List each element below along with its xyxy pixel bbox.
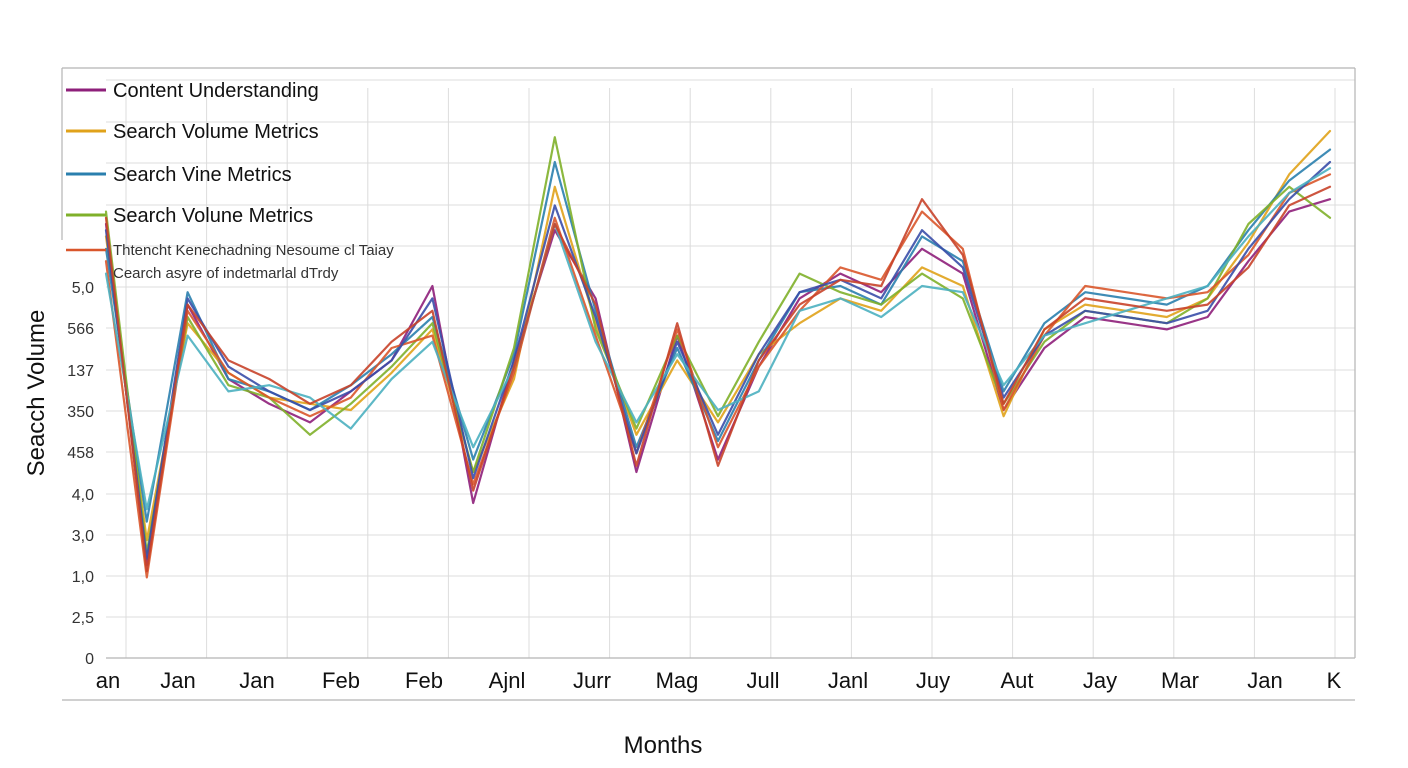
- x-tick-label: Janl: [828, 668, 868, 693]
- series-line-6: [104, 167, 1332, 511]
- x-tick-label: K: [1327, 668, 1342, 693]
- y-tick-label: 2,5: [72, 610, 94, 627]
- series-line-7: [104, 185, 1332, 573]
- x-tick-label: Mag: [656, 668, 699, 693]
- series-lines: [104, 129, 1332, 579]
- legend-label: Search Vine Metrics: [113, 164, 292, 186]
- grid: [106, 79, 1355, 658]
- x-tick-label: Jan: [1247, 668, 1282, 693]
- legend-label: Search Volume Metrics: [113, 121, 319, 143]
- series-line-0: [104, 198, 1332, 567]
- legend: Content Understanding Search Volume Metri…: [66, 80, 394, 282]
- y-tick-label: 458: [67, 445, 94, 462]
- x-tick-label: Juy: [916, 668, 950, 693]
- x-tick-label: Ajnl: [489, 668, 526, 693]
- legend-label: Search Volune Metrics: [113, 205, 313, 227]
- x-tick-label: Jull: [746, 668, 779, 693]
- series-line-1: [104, 129, 1332, 542]
- x-tick-label: an: [96, 668, 120, 693]
- y-tick-label: 5,0: [72, 280, 94, 297]
- x-tick-label: Feb: [405, 668, 443, 693]
- y-tick-label: 4,0: [72, 487, 94, 504]
- series-line-5: [104, 160, 1332, 560]
- y-tick-label: 137: [67, 363, 94, 380]
- y-axis-title: Seacch Volume: [23, 310, 50, 477]
- y-tick-label: 3,0: [72, 528, 94, 545]
- x-tick-label: Feb: [322, 668, 360, 693]
- legend-label: Content Understanding: [113, 80, 319, 102]
- series-line-3: [104, 136, 1332, 554]
- x-tick-label: Jan: [239, 668, 274, 693]
- legend-label: Cearch asyre of indetmarlal dTrdy: [113, 265, 339, 282]
- y-tick-label: 350: [67, 404, 94, 421]
- x-axis-title: Months: [624, 732, 703, 759]
- x-tick-label: Aut: [1000, 668, 1033, 693]
- y-tick-label: 566: [67, 321, 94, 338]
- y-tick-label: 0: [85, 651, 94, 668]
- series-line-4: [104, 173, 1332, 579]
- x-tick-labels: an Jan Jan Feb Feb Ajnl Jurr Mag Jull Janl Juy Aut J…: [96, 668, 1342, 693]
- y-tick-labels: 0 2,5 1,0 3,0 4,0 458 350 137 566 5,0: [67, 280, 94, 668]
- legend-label: Thtencht Kenechadning Nesoume cl Taiay: [113, 242, 394, 259]
- x-tick-label: Jay: [1083, 668, 1117, 693]
- x-tick-label: Mar: [1161, 668, 1199, 693]
- y-tick-label: 1,0: [72, 569, 94, 586]
- x-tick-label: Jan: [160, 668, 195, 693]
- x-tick-label: Jurr: [573, 668, 611, 693]
